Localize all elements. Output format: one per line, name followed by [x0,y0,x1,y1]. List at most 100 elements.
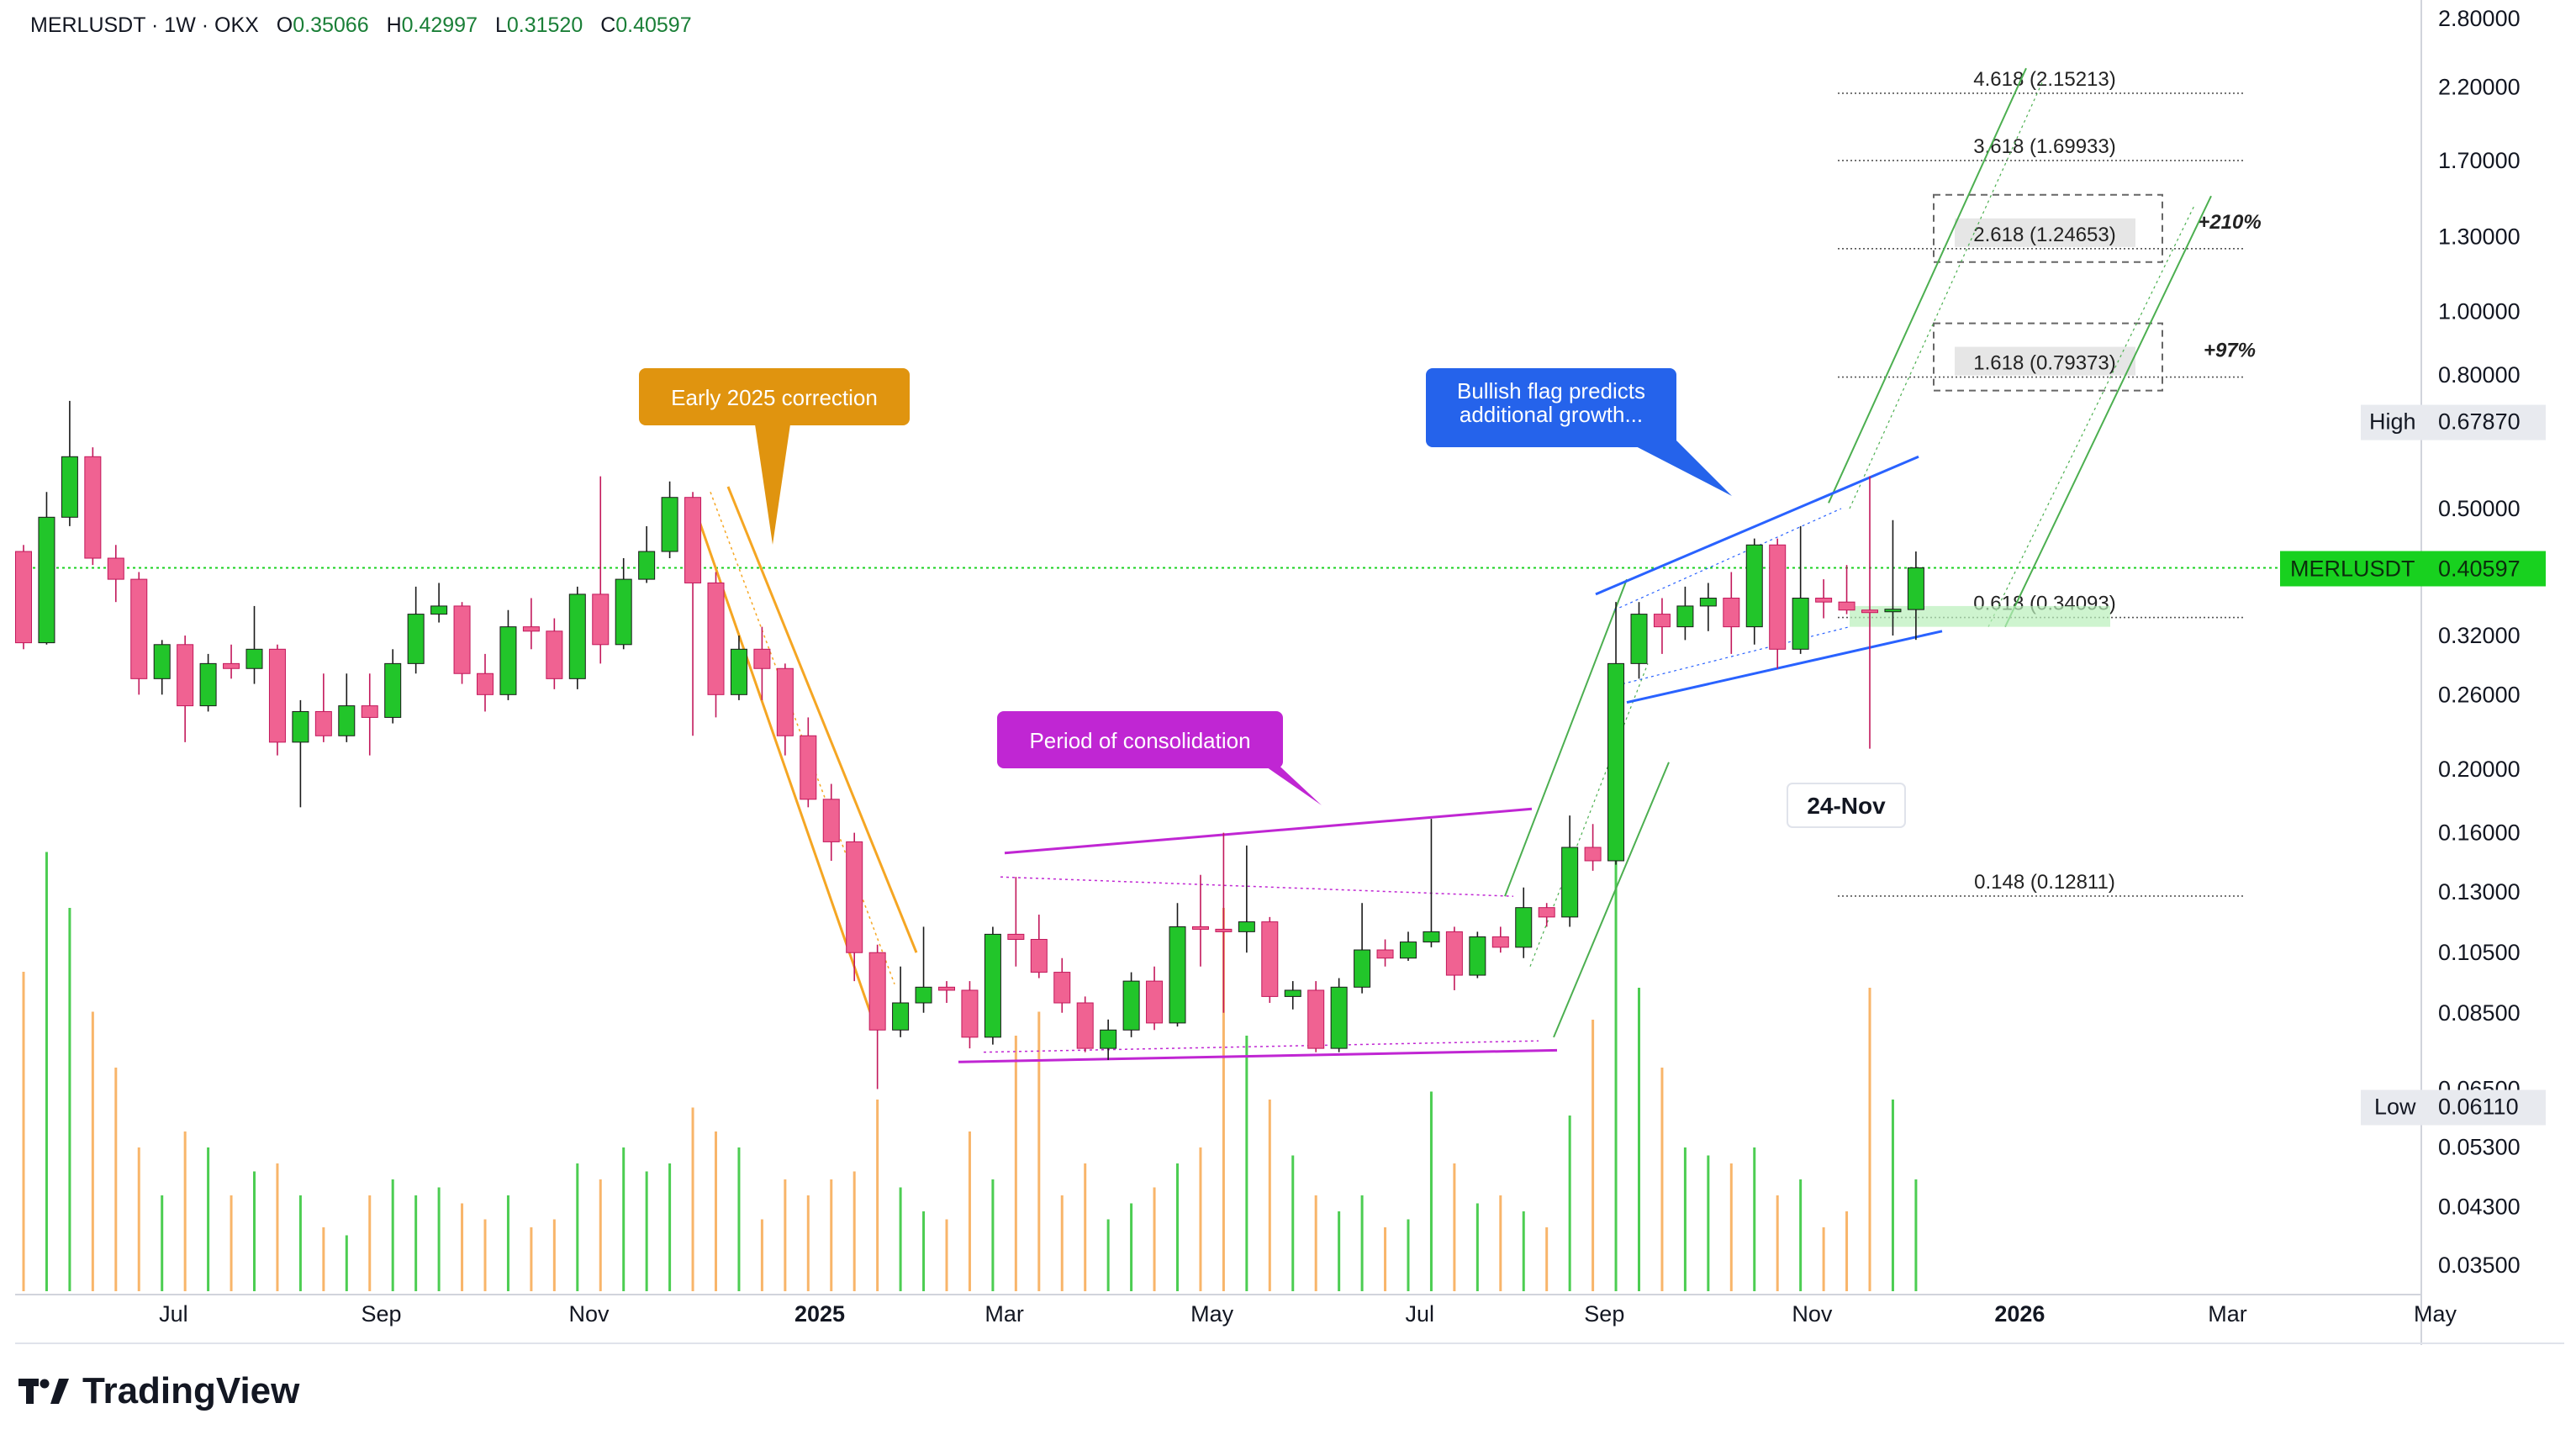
volume-bar [1453,1163,1456,1291]
candle-body [1007,933,1025,940]
y-tick-label: 0.16000 [2438,820,2521,846]
tradingview-logo[interactable]: TradingView [18,1370,299,1412]
volume-bar [784,1179,787,1291]
candle [1630,602,1648,679]
candle [592,476,610,664]
candle-body [38,516,55,644]
current-tag-value: 0.40597 [2438,556,2521,582]
candle-body [1584,847,1602,862]
interval-label[interactable]: 1W [164,13,196,37]
candle-body [1676,605,1694,628]
volume-bar [1753,1147,1756,1291]
candle-body [107,557,124,580]
candle [638,525,656,583]
candle-body [1191,926,1209,930]
breakout-channel-line [1553,762,1670,1038]
candle [1538,903,1555,927]
y-tick-label: 0.08500 [2438,1000,2521,1026]
volume-bar [1729,1163,1733,1291]
candle [15,545,32,650]
candle [1400,931,1417,962]
projection-channel-midline [1987,205,2195,627]
candle [1884,520,1902,636]
high-tag-value: 0.67870 [2438,409,2521,435]
high-tag-bg [2361,404,2546,440]
candle [1100,1019,1117,1060]
volume-bar [760,1219,763,1291]
candle-body [1238,921,1255,932]
volume-bar [945,1219,948,1291]
candle [1676,586,1694,641]
volume-bar [622,1147,626,1291]
x-tick-label: Sep [1584,1301,1624,1327]
candle-body [776,667,794,736]
volume-bar [1014,1036,1017,1291]
candle-body [1745,544,1763,628]
candle-body [1100,1029,1117,1049]
y-tick-label: 0.13000 [2438,879,2521,905]
candle-body [984,933,1001,1038]
flag-top-line [1595,455,1919,596]
candle [84,447,102,566]
volume-bar [322,1227,325,1291]
candle [1584,824,1602,871]
candle [499,609,517,700]
consolidation-top-line [1004,807,1533,855]
current-tag-symbol: MERLUSDT [2290,556,2415,582]
fib-label-bg [1955,218,2135,247]
candle-body [1445,931,1463,976]
candle-body [407,614,425,664]
volume-bar [806,1195,810,1291]
candle-body [615,578,632,646]
candle [1076,996,1094,1052]
volume-bar [668,1163,672,1291]
candle [1191,874,1209,967]
candle [1861,476,1878,749]
consolidation-midline [983,1040,1539,1053]
volume-bar [1176,1163,1179,1291]
close-value: 0.40597 [615,13,692,37]
candle-body [1884,609,1902,613]
candle [753,626,771,700]
candle [1769,538,1787,669]
high-value: 0.42997 [401,13,478,37]
volume-bar [345,1235,348,1291]
y-tick-label: 0.50000 [2438,496,2521,521]
candle [1284,981,1301,1010]
volume-bar [1222,908,1225,1291]
volume-bar [1614,748,1618,1291]
candle-body [1630,614,1648,664]
volume-bar [1914,1179,1918,1291]
fib-0148-label: 0.148 (0.12811) [1974,871,2115,894]
y-tick-label: 0.26000 [2438,682,2521,707]
volume-bar [599,1179,602,1291]
candle [153,640,171,695]
volume-bar [1592,1020,1595,1291]
volume-bar [1037,1011,1041,1291]
breakout-channel-midline [1529,663,1649,967]
breakout-channel-line [1504,578,1628,897]
volume-bar [530,1227,533,1291]
candle-body [1515,907,1533,948]
volume-bar [922,1211,926,1291]
volume-bar [1822,1227,1825,1291]
candle [1261,916,1279,1004]
y-tick-label: 0.03500 [2438,1253,2521,1278]
y-tick-label: 0.04300 [2438,1194,2521,1219]
projection-channel-midline [1849,80,2044,509]
low-price-tag: Low 0.06110 [2361,1089,2546,1126]
date-marker: 24-Nov [1787,783,1906,828]
candle [1838,565,1855,615]
y-tick-label: 0.05300 [2438,1135,2521,1160]
candle [568,586,586,689]
candle-body [499,626,517,695]
candle [1053,957,1071,1013]
candle [915,926,932,1013]
candle-body [268,648,286,743]
candle-body [314,710,332,736]
volume-bar [483,1219,487,1291]
candle [1561,815,1579,927]
candle-body [223,662,240,669]
